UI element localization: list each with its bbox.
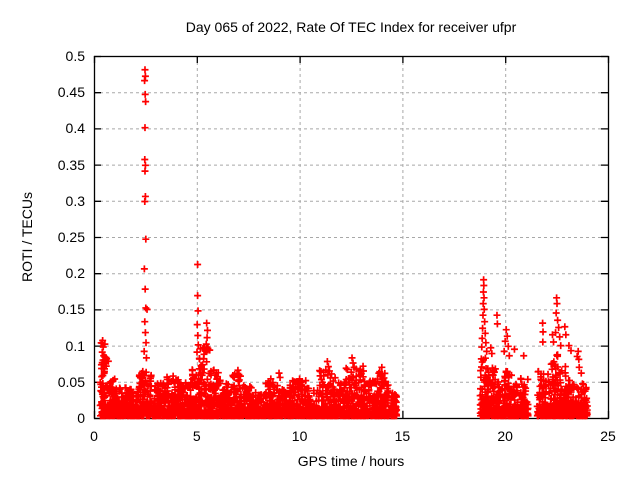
y-tick-label: 0.25 <box>57 229 85 245</box>
y-tick-label: 0.15 <box>57 301 85 318</box>
y-tick-label: 0.1 <box>65 337 85 354</box>
y-tick-label: 0.4 <box>65 120 85 137</box>
y-tick-label: 0.35 <box>57 156 85 173</box>
x-tick-label: 5 <box>192 428 201 444</box>
x-tick-label: 20 <box>497 428 513 444</box>
y-tick-label: 0.45 <box>57 84 85 101</box>
x-tick-label: 0 <box>90 428 98 444</box>
x-tick-label: 25 <box>600 428 616 444</box>
x-tick-label: 10 <box>291 428 308 444</box>
x-axis-label: GPS time / hours <box>297 453 405 469</box>
y-tick-label: 0.05 <box>57 373 85 390</box>
y-tick-label: 0.2 <box>65 265 85 282</box>
chart-title: Day 065 of 2022, Rate Of TEC Index for r… <box>185 19 517 35</box>
y-tick-label: 0.5 <box>65 48 85 64</box>
y-tick-label: 0.3 <box>65 192 85 209</box>
y-tick-label: 0 <box>77 410 85 426</box>
x-tick-label: 15 <box>394 428 411 444</box>
